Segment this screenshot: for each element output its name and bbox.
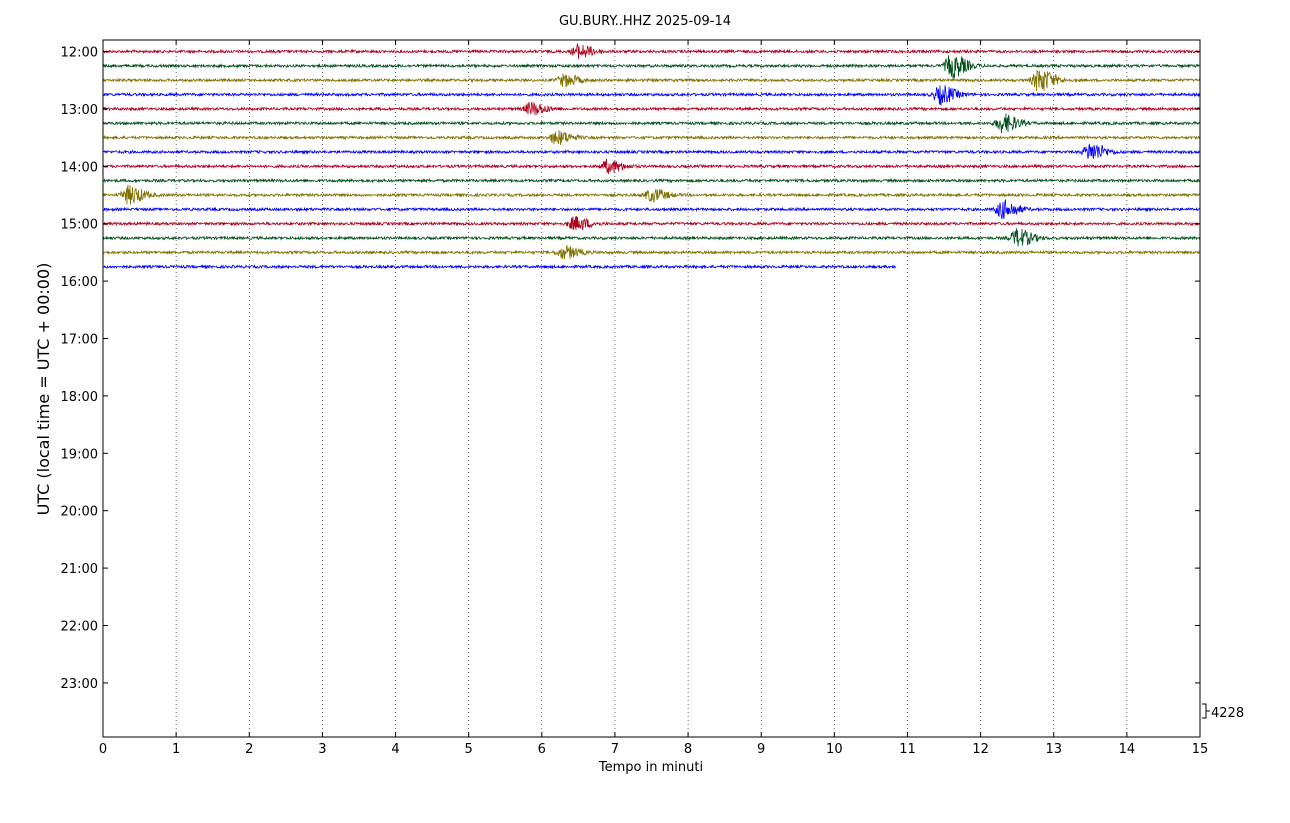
x-tick-label-12: 12: [972, 742, 989, 757]
amplitude-scale-marker: 4228: [1202, 703, 1244, 721]
vertical-gridlines: [175, 40, 1128, 737]
x-tick-label-3: 3: [318, 742, 326, 757]
y-tick-label-20:00: 20:00: [61, 505, 98, 520]
x-tick-label-0: 0: [99, 742, 107, 757]
trace-12:30: [102, 69, 1201, 92]
trace-15:45: [102, 263, 897, 270]
x-tick-label-4: 4: [391, 742, 399, 757]
trace-15:15: [102, 228, 1201, 247]
y-tick-label-23:00: 23:00: [61, 677, 98, 692]
x-tick-label-2: 2: [245, 742, 253, 757]
y-axis-ticks: 12:00 13:00 14:00 15:00 16:00 17:00 18:00 19:00…: [61, 46, 1200, 692]
y-tick-label-13:00: 13:00: [61, 103, 98, 118]
x-tick-label-6: 6: [538, 742, 546, 757]
trace-14:15: [102, 177, 1201, 184]
trace-13:30: [102, 130, 1201, 146]
trace-13:45: [102, 143, 1201, 159]
trace-15:00: [102, 215, 1201, 230]
y-axis-label: UTC (local time = UTC + 00:00): [34, 263, 53, 516]
y-tick-label-18:00: 18:00: [61, 390, 98, 405]
x-tick-label-9: 9: [757, 742, 765, 757]
y-tick-label-22:00: 22:00: [61, 620, 98, 635]
x-tick-label-10: 10: [826, 742, 843, 757]
x-tick-label-5: 5: [465, 742, 473, 757]
amplitude-scale-label: 4228: [1211, 706, 1244, 721]
trace-12:00: [102, 42, 1201, 60]
x-tick-label-8: 8: [684, 742, 692, 757]
trace-13:00: [102, 101, 1201, 116]
x-axis-ticks: 0 1 2 3 4 5 6 7 8 9 10 11 12 13 14 15: [99, 40, 1208, 757]
y-tick-label-15:00: 15:00: [61, 218, 98, 233]
trace-12:15: [102, 55, 1201, 79]
trace-14:00: [102, 158, 1201, 174]
y-tick-label-16:00: 16:00: [61, 275, 98, 290]
trace-12:45: [102, 85, 1201, 106]
y-tick-label-19:00: 19:00: [61, 447, 98, 462]
x-tick-label-7: 7: [611, 742, 619, 757]
y-tick-label-17:00: 17:00: [61, 333, 98, 348]
x-tick-label-1: 1: [172, 742, 180, 757]
trace-14:30: [102, 184, 1201, 205]
y-tick-label-14:00: 14:00: [61, 160, 98, 175]
plot-frame: [102, 39, 1201, 738]
trace-15:30: [102, 245, 1201, 260]
x-tick-label-15: 15: [1192, 742, 1209, 757]
x-tick-label-11: 11: [899, 742, 916, 757]
trace-14:45: [102, 199, 1201, 220]
y-tick-label-12:00: 12:00: [61, 46, 98, 61]
x-axis-label: Tempo in minuti: [598, 760, 703, 775]
y-tick-label-21:00: 21:00: [61, 562, 98, 577]
x-tick-label-13: 13: [1045, 742, 1062, 757]
chart-title: GU.BURY..HHZ 2025-09-14: [559, 14, 731, 29]
seismic-traces: [102, 42, 1201, 270]
x-tick-label-14: 14: [1119, 742, 1136, 757]
trace-13:15: [102, 113, 1201, 134]
